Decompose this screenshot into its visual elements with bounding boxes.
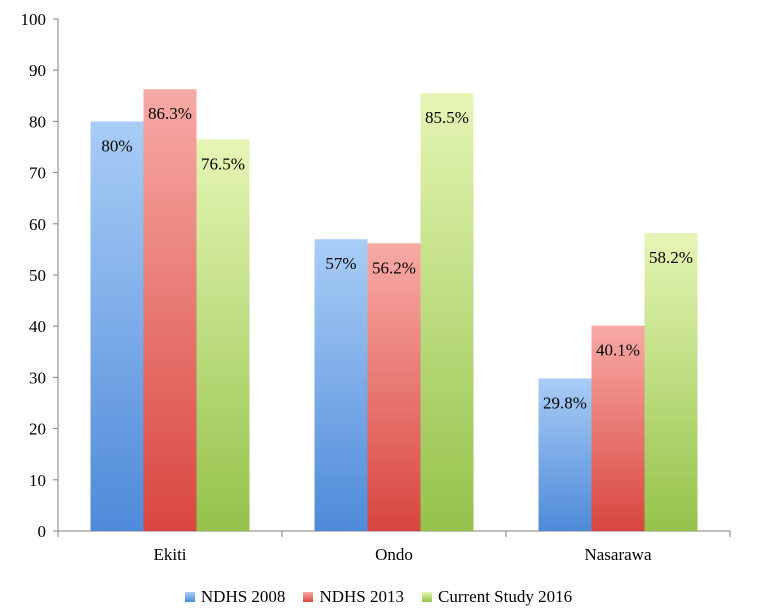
data-label: 56.2%	[372, 258, 416, 277]
x-category-label: Ekiti	[153, 545, 186, 564]
y-tick-label: 40	[29, 317, 46, 336]
y-tick-label: 30	[29, 368, 46, 387]
data-label: 40.1%	[596, 341, 640, 360]
data-label: 57%	[325, 254, 356, 273]
legend-label: Current Study 2016	[437, 587, 573, 606]
legend: NDHS 2008 NDHS 2013 Current Study 2016	[0, 586, 757, 608]
y-tick-label: 70	[29, 164, 46, 183]
bar	[314, 239, 368, 531]
bars-layer	[90, 89, 698, 532]
x-category-label: Nasarawa	[584, 545, 651, 564]
data-label: 80%	[101, 136, 132, 155]
legend-swatch	[303, 592, 314, 602]
data-label: 76.5%	[201, 154, 245, 173]
bar	[538, 378, 592, 531]
bar	[367, 243, 421, 532]
bar	[591, 325, 645, 531]
legend-item: NDHS 2008	[184, 587, 286, 607]
y-tick-label: 0	[38, 522, 47, 541]
data-label: 29.8%	[543, 393, 587, 412]
y-tick-label: 100	[21, 10, 47, 29]
data-label: 85.5%	[425, 108, 469, 127]
bar	[90, 121, 144, 532]
legend-item: Current Study 2016	[421, 587, 573, 607]
legend-label: NDHS 2013	[319, 587, 404, 606]
data-labels-layer: 80% 86.3% 76.5% 57% 56.2% 85.5% 29.8% 40.1% 58.2…	[101, 104, 693, 412]
bar	[143, 89, 197, 532]
y-tick-label: 90	[29, 61, 46, 80]
legend-item: NDHS 2013	[303, 587, 404, 607]
bar	[196, 139, 250, 531]
data-label: 86.3%	[148, 104, 192, 123]
x-category-label: Ondo	[375, 545, 413, 564]
y-tick-label: 80	[29, 112, 46, 131]
data-label: 58.2%	[649, 248, 693, 267]
legend-swatch	[421, 592, 432, 602]
bar	[644, 233, 698, 532]
y-tick-label: 50	[29, 266, 46, 285]
legend-label: NDHS 2008	[200, 587, 286, 606]
y-axis: 0 10 20 30 40 50 60 70 80 90 100	[21, 10, 59, 541]
y-tick-label: 20	[29, 420, 46, 439]
y-tick-label: 60	[29, 215, 46, 234]
x-axis: Ekiti Ondo Nasarawa	[57, 530, 731, 564]
y-tick-label: 10	[29, 471, 46, 490]
legend-swatch	[184, 592, 195, 602]
bar	[420, 93, 474, 532]
